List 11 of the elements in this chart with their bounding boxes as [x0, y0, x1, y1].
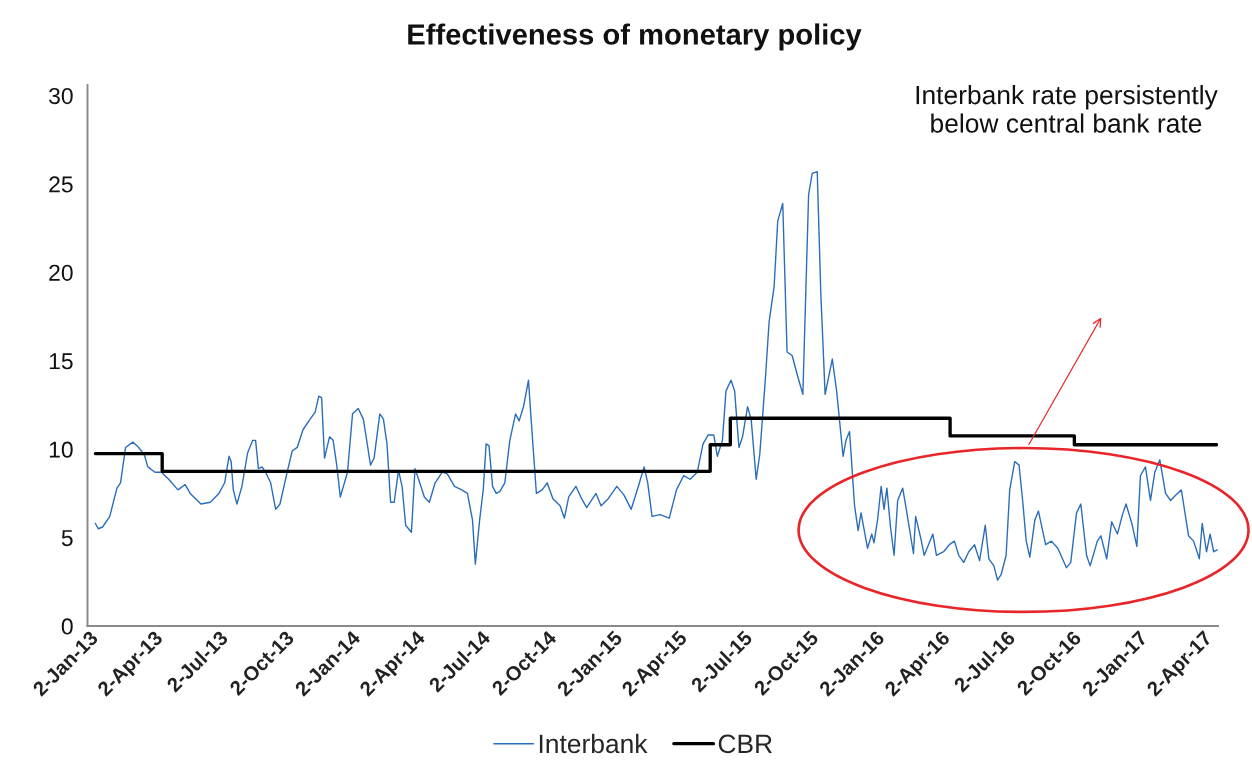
legend-label: CBR: [718, 734, 772, 754]
y-tick-label: 10: [49, 441, 73, 458]
y-tick-label: 5: [61, 530, 73, 547]
y-tick-label: 30: [49, 87, 73, 105]
line-series: [94, 170, 1218, 581]
y-tick-label: 25: [49, 176, 73, 193]
y-tick-label: 15: [49, 353, 73, 370]
y-tick-label: 20: [49, 264, 73, 281]
annotation: Interbank rate persistently below central bank rate: [916, 85, 1218, 133]
legend-label: Interbank: [539, 733, 648, 754]
chart-title: Effectiveness of monetary policy: [408, 23, 862, 51]
